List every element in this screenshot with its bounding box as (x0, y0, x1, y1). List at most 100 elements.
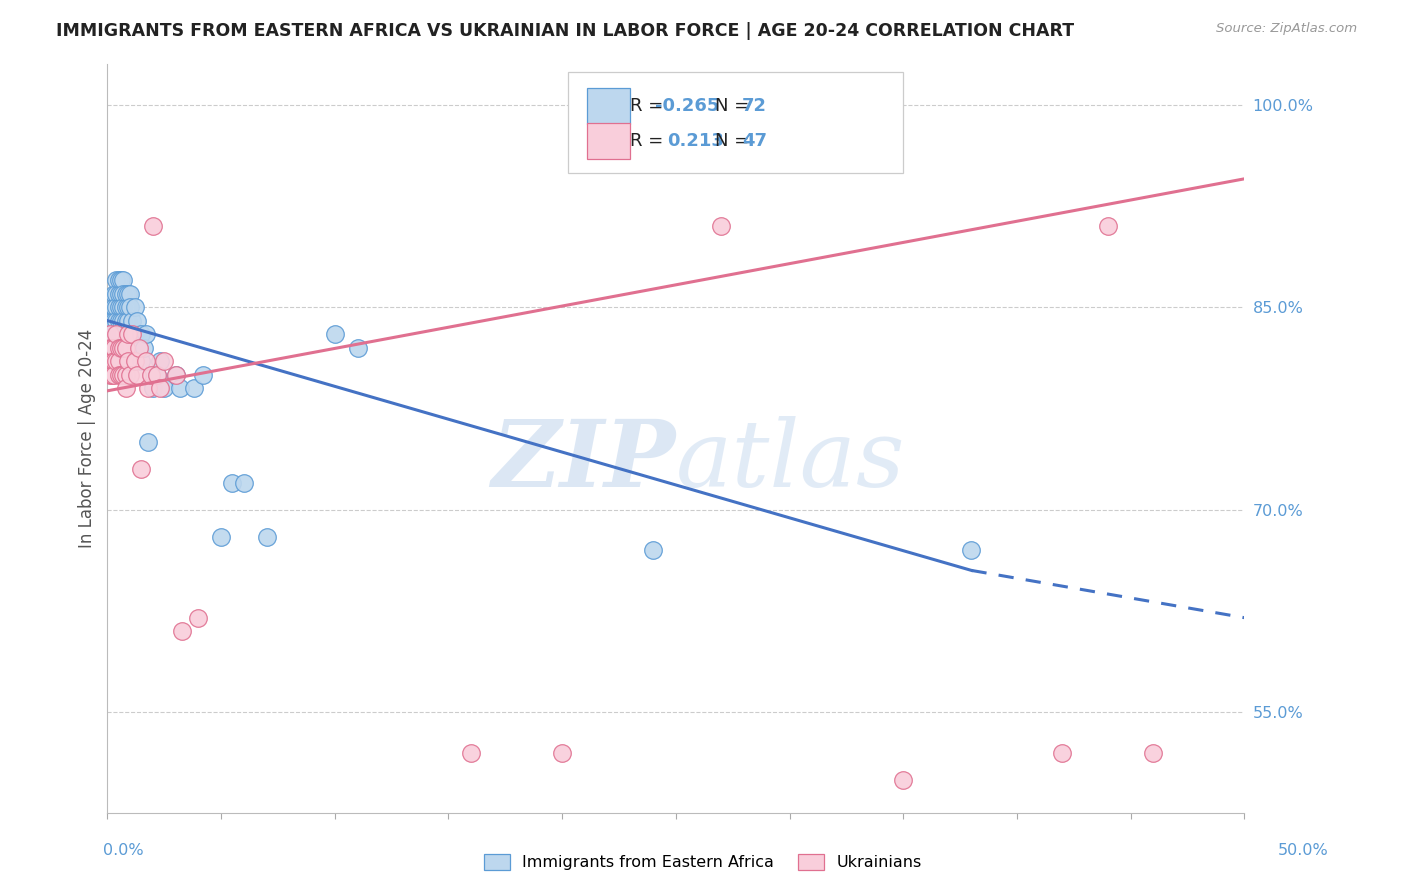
Point (105, 354, 128, 368)
Point (98, 313, 121, 327)
Y-axis label: In Labor Force | Age 20-24: In Labor Force | Age 20-24 (79, 329, 96, 549)
Point (121, 313, 143, 327)
Text: R =: R = (630, 97, 669, 115)
Point (103, 354, 125, 368)
Point (139, 368, 162, 382)
Point (114, 286, 136, 301)
Point (103, 341, 125, 355)
Text: 50.0%: 50.0% (1278, 843, 1329, 858)
Point (142, 219, 165, 233)
Point (114, 341, 136, 355)
Point (110, 327, 132, 342)
Text: -0.265: -0.265 (655, 97, 720, 115)
Point (135, 327, 157, 342)
Point (142, 381, 165, 395)
Point (551, 746, 574, 760)
Point (98, 354, 121, 368)
Point (103, 300, 125, 314)
Point (107, 354, 129, 368)
FancyBboxPatch shape (588, 88, 630, 124)
Point (112, 313, 135, 327)
Point (124, 300, 146, 314)
Point (1142, 746, 1164, 760)
Point (128, 341, 150, 355)
Point (117, 300, 139, 314)
Point (165, 368, 187, 382)
Point (101, 368, 124, 382)
Point (117, 327, 139, 342)
Point (110, 341, 132, 355)
Point (125, 368, 148, 382)
Point (125, 341, 148, 355)
Point (103, 327, 125, 342)
Text: N =: N = (714, 132, 755, 150)
Point (107, 300, 129, 314)
Point (209, 530, 232, 544)
Point (131, 462, 153, 476)
Point (105, 273, 128, 287)
Point (110, 313, 132, 327)
Point (101, 313, 124, 327)
Point (112, 368, 135, 382)
Point (107, 341, 129, 355)
Point (460, 746, 482, 760)
Point (710, 219, 733, 233)
Point (146, 368, 169, 382)
Point (165, 368, 187, 382)
Point (110, 368, 132, 382)
Point (221, 475, 243, 490)
Point (112, 273, 135, 287)
Point (110, 286, 132, 301)
Point (107, 313, 129, 327)
Point (101, 327, 124, 342)
Point (105, 313, 128, 327)
FancyBboxPatch shape (588, 123, 630, 160)
Point (1052, 746, 1074, 760)
Legend: Immigrants from Eastern Africa, Ukrainians: Immigrants from Eastern Africa, Ukrainia… (478, 847, 928, 877)
Point (153, 354, 176, 368)
Point (120, 368, 142, 382)
Point (153, 381, 176, 395)
Point (172, 624, 194, 639)
Point (125, 313, 148, 327)
Point (643, 543, 665, 558)
Text: 0.0%: 0.0% (103, 843, 143, 858)
Point (107, 273, 129, 287)
Point (891, 772, 914, 787)
Point (169, 381, 191, 395)
Point (960, 543, 983, 558)
Text: R =: R = (630, 132, 675, 150)
Point (256, 530, 278, 544)
Point (101, 354, 124, 368)
Point (103, 313, 125, 327)
Point (121, 327, 143, 342)
Point (110, 273, 132, 287)
Point (98, 341, 121, 355)
Point (107, 368, 129, 382)
Point (120, 300, 142, 314)
Point (136, 435, 159, 450)
Text: atlas: atlas (676, 417, 905, 507)
Point (131, 327, 153, 342)
Point (98, 368, 121, 382)
Text: IMMIGRANTS FROM EASTERN AFRICA VS UKRAINIAN IN LABOR FORCE | AGE 20-24 CORRELATI: IMMIGRANTS FROM EASTERN AFRICA VS UKRAIN… (56, 22, 1074, 40)
Point (114, 300, 136, 314)
Point (101, 354, 124, 368)
Point (117, 354, 139, 368)
Point (112, 286, 135, 301)
Point (139, 368, 162, 382)
Point (149, 354, 172, 368)
Point (98, 341, 121, 355)
Point (117, 286, 139, 301)
Point (323, 327, 346, 342)
Point (191, 368, 214, 382)
FancyBboxPatch shape (568, 71, 903, 173)
Text: 72: 72 (742, 97, 766, 115)
Point (112, 341, 135, 355)
Point (232, 475, 254, 490)
Point (103, 368, 125, 382)
Point (124, 327, 146, 342)
Point (98, 327, 121, 342)
Point (135, 354, 157, 368)
Point (136, 381, 159, 395)
